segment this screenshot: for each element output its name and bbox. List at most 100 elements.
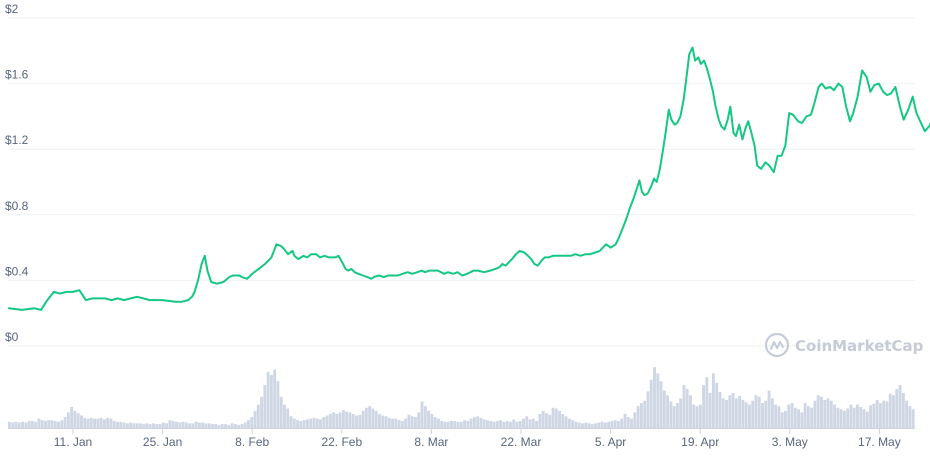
volume-bar: [93, 418, 97, 428]
volume-bar: [63, 417, 67, 428]
volume-bar: [613, 420, 617, 428]
volume-bar: [47, 420, 51, 428]
volume-bar: [178, 422, 182, 428]
volume-bar: [702, 385, 706, 428]
volume-bar: [784, 410, 787, 428]
volume-bar: [374, 410, 378, 428]
x-axis-ticks: 11. Jan 25. Jan 8. Feb 22. Feb 8. Mar 22. Mar…: [8, 428, 915, 449]
volume-bar: [155, 424, 159, 428]
volume-bar: [116, 421, 119, 428]
volume-bar: [279, 396, 283, 428]
volume-bar: [381, 415, 385, 428]
volume-bar: [14, 421, 18, 428]
volume-bar: [283, 404, 286, 428]
volume-bar: [73, 410, 77, 428]
volume-bar: [728, 395, 732, 428]
volume-bar: [734, 398, 738, 428]
volume-bar: [397, 420, 401, 428]
watermark-label: CoinMarketCap: [795, 337, 924, 355]
volume-bar: [197, 422, 201, 428]
volume-bar: [587, 423, 591, 428]
volume-bar: [869, 405, 873, 428]
volume-bar: [639, 403, 643, 428]
y-tick-label: $0.8: [5, 199, 29, 213]
volume-bar: [859, 406, 863, 428]
volume-bar: [603, 422, 607, 428]
volume-bar: [96, 418, 100, 428]
volume-bar: [358, 414, 362, 428]
volume-bar: [50, 420, 54, 428]
volume-bar: [387, 417, 391, 428]
y-tick-label: $2: [5, 2, 19, 16]
volume-bar: [564, 416, 568, 428]
volume-bar: [289, 416, 293, 428]
volume-bar: [626, 417, 630, 428]
volume-bar: [633, 412, 637, 428]
volume-bar: [731, 392, 735, 428]
volume-bar: [266, 371, 270, 428]
volume-bar: [816, 395, 820, 428]
volume-bar: [666, 395, 670, 428]
volume-bar: [554, 408, 558, 428]
volume-bar: [695, 406, 699, 428]
volume-bar: [456, 421, 460, 428]
volume-bar: [161, 422, 165, 428]
volume-bar: [679, 398, 683, 428]
volume-bar: [142, 424, 146, 428]
volume-bar: [309, 418, 313, 428]
volume-bar: [705, 377, 709, 428]
volume-bar: [567, 418, 571, 428]
x-tick-label: 3. May: [772, 435, 808, 449]
volume-bar: [829, 400, 833, 428]
volume-bar: [669, 401, 673, 428]
volume-bar: [168, 420, 172, 428]
volume-bar: [574, 421, 578, 428]
volume-bar: [865, 411, 869, 428]
volume-bar: [590, 424, 594, 428]
volume-bar: [738, 396, 742, 428]
volume-bar: [296, 420, 300, 428]
volume-bar: [247, 420, 250, 428]
volume-bar: [312, 417, 316, 428]
volume-bar: [263, 385, 267, 428]
volume-bar: [273, 369, 277, 428]
volume-bar: [443, 421, 447, 428]
volume-bar: [806, 406, 810, 428]
volume-bar: [240, 424, 244, 428]
volume-bar: [751, 400, 755, 428]
volume-bar: [839, 409, 843, 428]
volume-bar: [269, 374, 273, 428]
y-axis-ticks: $2 $1.6 $1.2 $0.8 $0.4 $0: [5, 2, 29, 344]
watermark: CoinMarketCap: [764, 332, 924, 358]
coinmarketcap-logo-icon: [764, 332, 790, 358]
volume-bar: [790, 403, 794, 428]
volume-bar: [748, 404, 751, 428]
volume-bar: [672, 406, 676, 428]
volume-bar: [430, 413, 434, 428]
volume-bar: [66, 412, 70, 428]
volume-bar: [86, 418, 90, 428]
volume-bar: [472, 417, 476, 428]
volume-bar: [692, 404, 696, 428]
volume-bar: [227, 424, 231, 428]
volume-bar: [895, 389, 899, 428]
volume-bar: [482, 419, 486, 428]
volume-bar: [711, 373, 715, 428]
volume-bar: [656, 373, 660, 428]
volume-bar: [721, 398, 725, 428]
volume-bar: [512, 419, 516, 428]
volume-bar: [754, 395, 758, 428]
volume-bar: [878, 403, 882, 428]
volume-bar: [571, 420, 575, 428]
volume-bar: [184, 422, 188, 428]
volume-bar: [53, 420, 57, 428]
volume-bar: [810, 407, 814, 428]
volume-bar: [355, 415, 358, 428]
volume-bar: [341, 410, 345, 428]
x-tick-label: 19. Apr: [681, 435, 719, 449]
volume-bar: [420, 401, 424, 428]
volume-bar: [892, 395, 895, 428]
volume-bar: [476, 416, 480, 428]
volume-bar: [823, 399, 827, 428]
volume-bar: [224, 424, 227, 428]
